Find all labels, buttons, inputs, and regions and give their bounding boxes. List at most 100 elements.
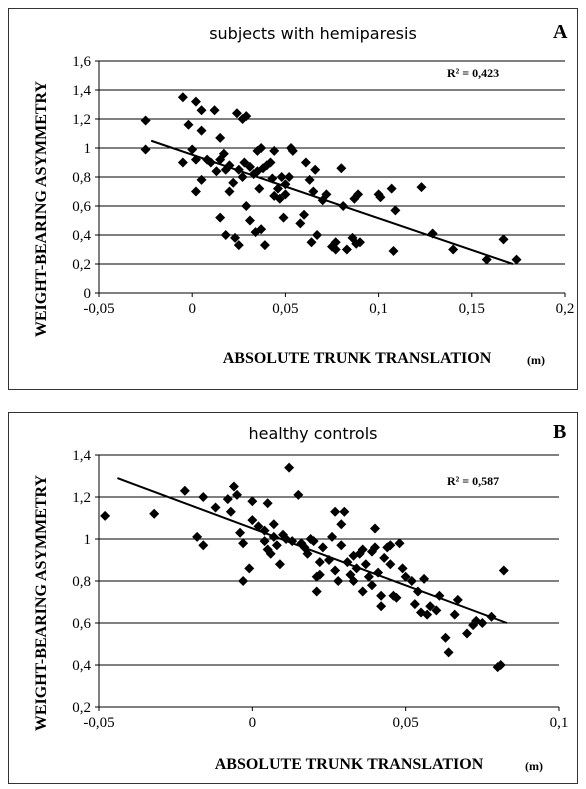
- y-tick-label: 0: [84, 286, 92, 302]
- data-point: [385, 540, 396, 551]
- data-point: [311, 586, 322, 597]
- data-point: [376, 590, 387, 601]
- data-point: [262, 498, 273, 509]
- data-point: [295, 218, 306, 229]
- data-point: [312, 230, 323, 240]
- data-point: [140, 144, 151, 155]
- x-tick-label: 0,2: [556, 301, 575, 317]
- data-point: [244, 161, 255, 172]
- y-axis-label: WEIGHT-BEARING ASYMMETRY: [33, 474, 50, 731]
- data-point: [276, 172, 287, 182]
- data-point: [190, 186, 201, 197]
- data-point: [100, 510, 111, 521]
- data-point: [394, 538, 405, 549]
- data-point: [228, 481, 239, 492]
- data-point: [256, 224, 267, 235]
- data-point: [310, 164, 321, 175]
- data-point: [244, 215, 255, 226]
- data-point: [449, 609, 460, 620]
- y-tick-label: 1: [84, 141, 92, 157]
- data-point: [385, 559, 396, 570]
- data-point: [462, 628, 472, 639]
- trendline: [117, 477, 508, 624]
- y-tick-label: 1,4: [72, 83, 91, 99]
- data-point: [308, 536, 319, 547]
- data-point: [222, 494, 233, 505]
- x-tick-label: 0: [188, 301, 196, 317]
- x-axis-label: ABSOLUTE TRUNK TRANSLATION: [215, 756, 484, 773]
- data-point: [341, 244, 352, 255]
- data-point: [388, 245, 399, 256]
- data-point: [304, 174, 315, 185]
- chart-title: healthy controls: [249, 424, 378, 443]
- data-point: [443, 647, 454, 658]
- data-point: [196, 125, 207, 136]
- r-squared-label: R² = 0,587: [447, 474, 499, 488]
- data-point: [218, 148, 229, 159]
- data-point: [183, 119, 194, 130]
- data-point: [416, 182, 427, 193]
- data-point: [481, 254, 492, 265]
- data-point: [348, 550, 359, 561]
- y-tick-label: 1,2: [72, 490, 91, 506]
- data-point: [379, 552, 390, 563]
- x-tick-label: 0: [249, 715, 256, 731]
- chart-b: healthy controls 0,2 0,4 0,6 0,8 1 1,2 1,4 -0,05…: [33, 424, 568, 773]
- data-point: [353, 189, 364, 200]
- y-tick-label: 0,8: [72, 170, 91, 186]
- data-point: [317, 542, 328, 553]
- data-point: [375, 192, 386, 203]
- data-point: [314, 569, 325, 580]
- data-point: [366, 546, 377, 557]
- data-point: [271, 540, 282, 551]
- data-point: [215, 132, 226, 143]
- data-point: [431, 605, 442, 616]
- x-tick-label: 0,1: [369, 301, 388, 317]
- data-point: [339, 506, 350, 517]
- data-point: [278, 212, 289, 223]
- data-point: [258, 163, 269, 174]
- data-point: [498, 234, 509, 245]
- data-point: [256, 143, 267, 153]
- data-point: [198, 492, 209, 502]
- data-point: [471, 615, 482, 626]
- data-point: [179, 485, 190, 496]
- data-point: [231, 108, 242, 119]
- data-point: [177, 92, 188, 103]
- data-point: [345, 569, 356, 580]
- data-point: [434, 590, 445, 601]
- data-point: [376, 601, 387, 612]
- data-point: [196, 105, 207, 116]
- data-point: [272, 183, 283, 194]
- data-point: [511, 254, 522, 265]
- y-tick-label: 1: [84, 532, 92, 548]
- data-point: [192, 531, 203, 542]
- data-point: [448, 244, 459, 255]
- data-point: [293, 489, 304, 500]
- y-tick-label: 1,4: [72, 448, 91, 464]
- data-point: [177, 157, 188, 168]
- data-point: [409, 599, 420, 610]
- data-point: [280, 189, 291, 200]
- r-squared-label: R² = 0,423: [447, 66, 499, 80]
- data-point: [363, 571, 374, 582]
- y-axis-label: WEIGHT-BEARING ASYMMETRY: [33, 80, 50, 337]
- x-tick-label: 0,05: [393, 715, 419, 731]
- x-axis-unit: (m): [527, 353, 545, 367]
- data-point: [210, 502, 221, 513]
- data-point: [330, 506, 341, 517]
- data-point: [244, 563, 255, 574]
- chart-title: subjects with hemiparesis: [209, 24, 417, 43]
- data-point: [390, 205, 401, 216]
- x-axis-unit: (m): [525, 759, 543, 773]
- data-point: [187, 144, 198, 155]
- trendline: [150, 139, 514, 265]
- data-point: [397, 563, 408, 574]
- data-point: [238, 576, 249, 586]
- data-point: [477, 618, 488, 628]
- y-tick-label: 0,6: [72, 199, 91, 215]
- data-point: [241, 111, 252, 122]
- data-point: [333, 576, 344, 586]
- data-point: [391, 592, 402, 603]
- data-point: [370, 542, 380, 553]
